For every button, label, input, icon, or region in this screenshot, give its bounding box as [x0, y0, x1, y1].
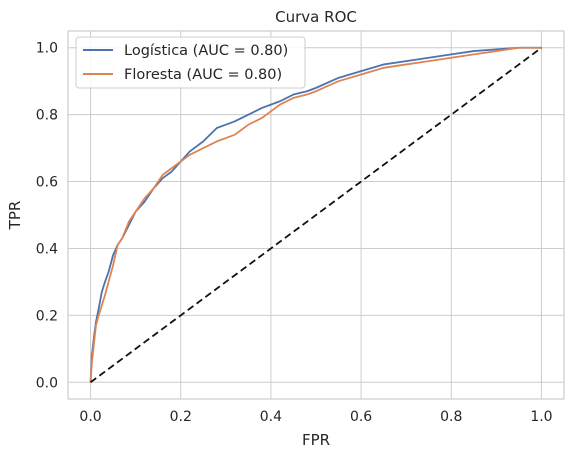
y-tick-label: 0.0	[36, 375, 58, 391]
legend-box	[75, 36, 306, 89]
y-tick-label: 0.8	[36, 108, 58, 124]
y-axis-label: TPR	[6, 201, 24, 231]
legend-label-floresta: Floresta (AUC = 0.80)	[124, 67, 282, 83]
grid	[68, 31, 564, 399]
legend-label-logistica: Logística (AUC = 0.80)	[124, 43, 288, 59]
y-tick-label: 0.2	[36, 308, 58, 324]
y-tick-label: 0.4	[36, 241, 58, 257]
y-tick-label: 0.6	[36, 175, 58, 191]
x-tick-label: 0.4	[260, 409, 282, 425]
x-tick-label: 1.0	[530, 409, 552, 425]
x-tick-label: 0.8	[440, 409, 462, 425]
tick-labels: 0.0 0.2 0.4 0.6 0.8 1.0 0.0 0.2 0.4 0.6 0.8 1.0	[36, 41, 553, 425]
x-tick-label: 0.0	[79, 409, 101, 425]
x-axis-label: FPR	[302, 431, 330, 449]
y-tick-label: 1.0	[36, 41, 58, 57]
chance-diagonal-line	[90, 47, 542, 383]
plot-frame	[67, 30, 565, 400]
x-tick-label: 0.2	[170, 409, 192, 425]
x-tick-label: 0.6	[350, 409, 372, 425]
series-line-logistica	[89, 46, 542, 383]
series-layer	[89, 46, 542, 383]
chart-title: Curva ROC	[275, 8, 357, 26]
series-line-floresta	[89, 46, 542, 383]
legend: Logística (AUC = 0.80) Floresta (AUC = 0…	[75, 36, 306, 89]
